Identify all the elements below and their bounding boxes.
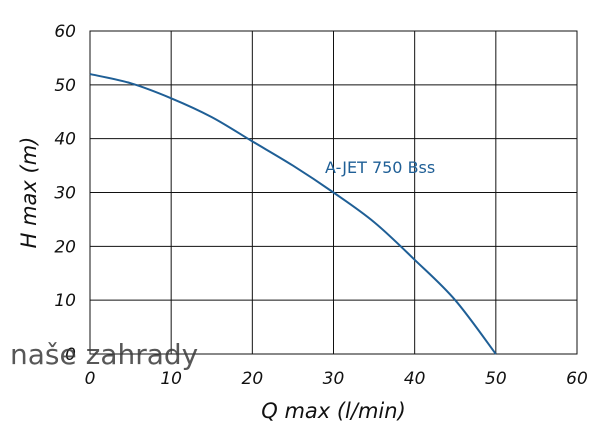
x-tick-label: 0 [85,369,96,389]
x-axis-title: Q max (l/min) [261,399,406,423]
y-tick-label: 50 [54,76,76,96]
y-tick-label: 40 [54,130,76,150]
series-layer: A-JET 750 Bss [89,73,497,355]
x-tick-label: 10 [160,369,182,389]
x-tick-label: 50 [485,369,507,389]
y-axis-title: H max (m) [17,137,41,249]
y-tick-label: 0 [65,345,76,365]
y-tick-label: 10 [54,291,76,311]
y-axis-ticks: 0 10 20 30 40 50 60 [54,22,76,365]
x-tick-label: 30 [323,369,345,389]
y-tick-label: 60 [54,22,76,42]
series-label: A-JET 750 Bss [325,158,435,177]
x-tick-label: 40 [404,369,426,389]
series-line-a-jet-750-bss [89,73,497,355]
y-tick-label: 20 [54,237,76,257]
x-axis-ticks: 0 10 20 30 40 50 60 [85,369,588,389]
watermark-logo-text: naše zahrady [10,338,198,371]
plot-frame [89,30,578,355]
x-tick-label: 20 [242,369,264,389]
y-tick-label: 30 [54,184,76,204]
x-tick-label: 60 [566,369,588,389]
